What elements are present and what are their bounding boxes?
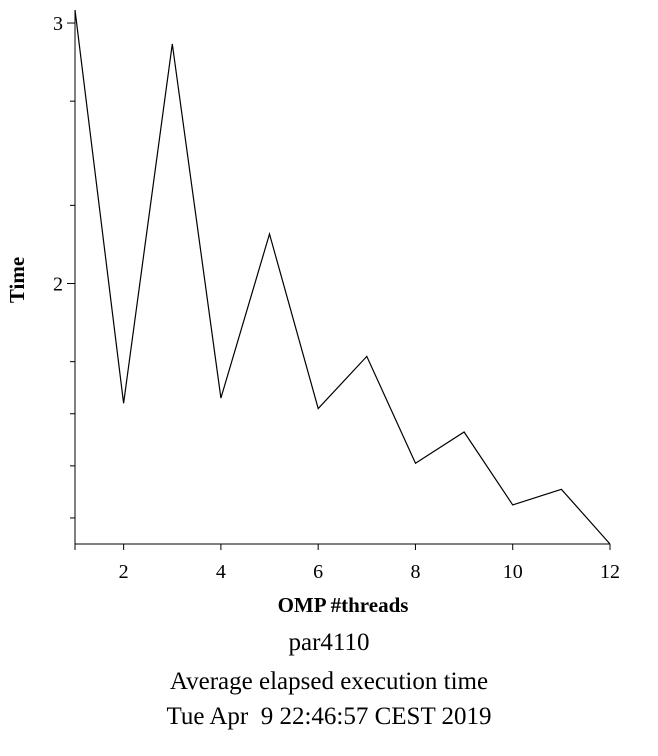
x-tick-label: 8 (410, 561, 420, 583)
line-chart: 2 4 6 8 10 12 23 OMP #threads Time (5, 9, 620, 617)
x-tick-label: 2 (119, 561, 129, 583)
y-axis-label: Time (5, 257, 29, 303)
x-tick-label: 4 (216, 561, 226, 583)
y-tick-label: 2 (53, 274, 63, 296)
caption-title: Average elapsed execution time (169, 668, 489, 695)
caption-timestamp: Tue Apr 9 22:46:57 CEST 2019 (166, 703, 492, 730)
x-axis-label: OMP #threads (278, 593, 409, 617)
y-tick-label: 3 (53, 13, 63, 35)
y-ticks: 23 (53, 13, 75, 519)
x-tick-label: 12 (600, 561, 620, 583)
x-tick-label: 10 (503, 561, 523, 583)
x-tick-label: 6 (313, 561, 323, 583)
series-line (74, 9, 611, 545)
x-ticks: 2 4 6 8 10 12 (74, 544, 620, 583)
caption-hostname: par4110 (288, 629, 370, 656)
